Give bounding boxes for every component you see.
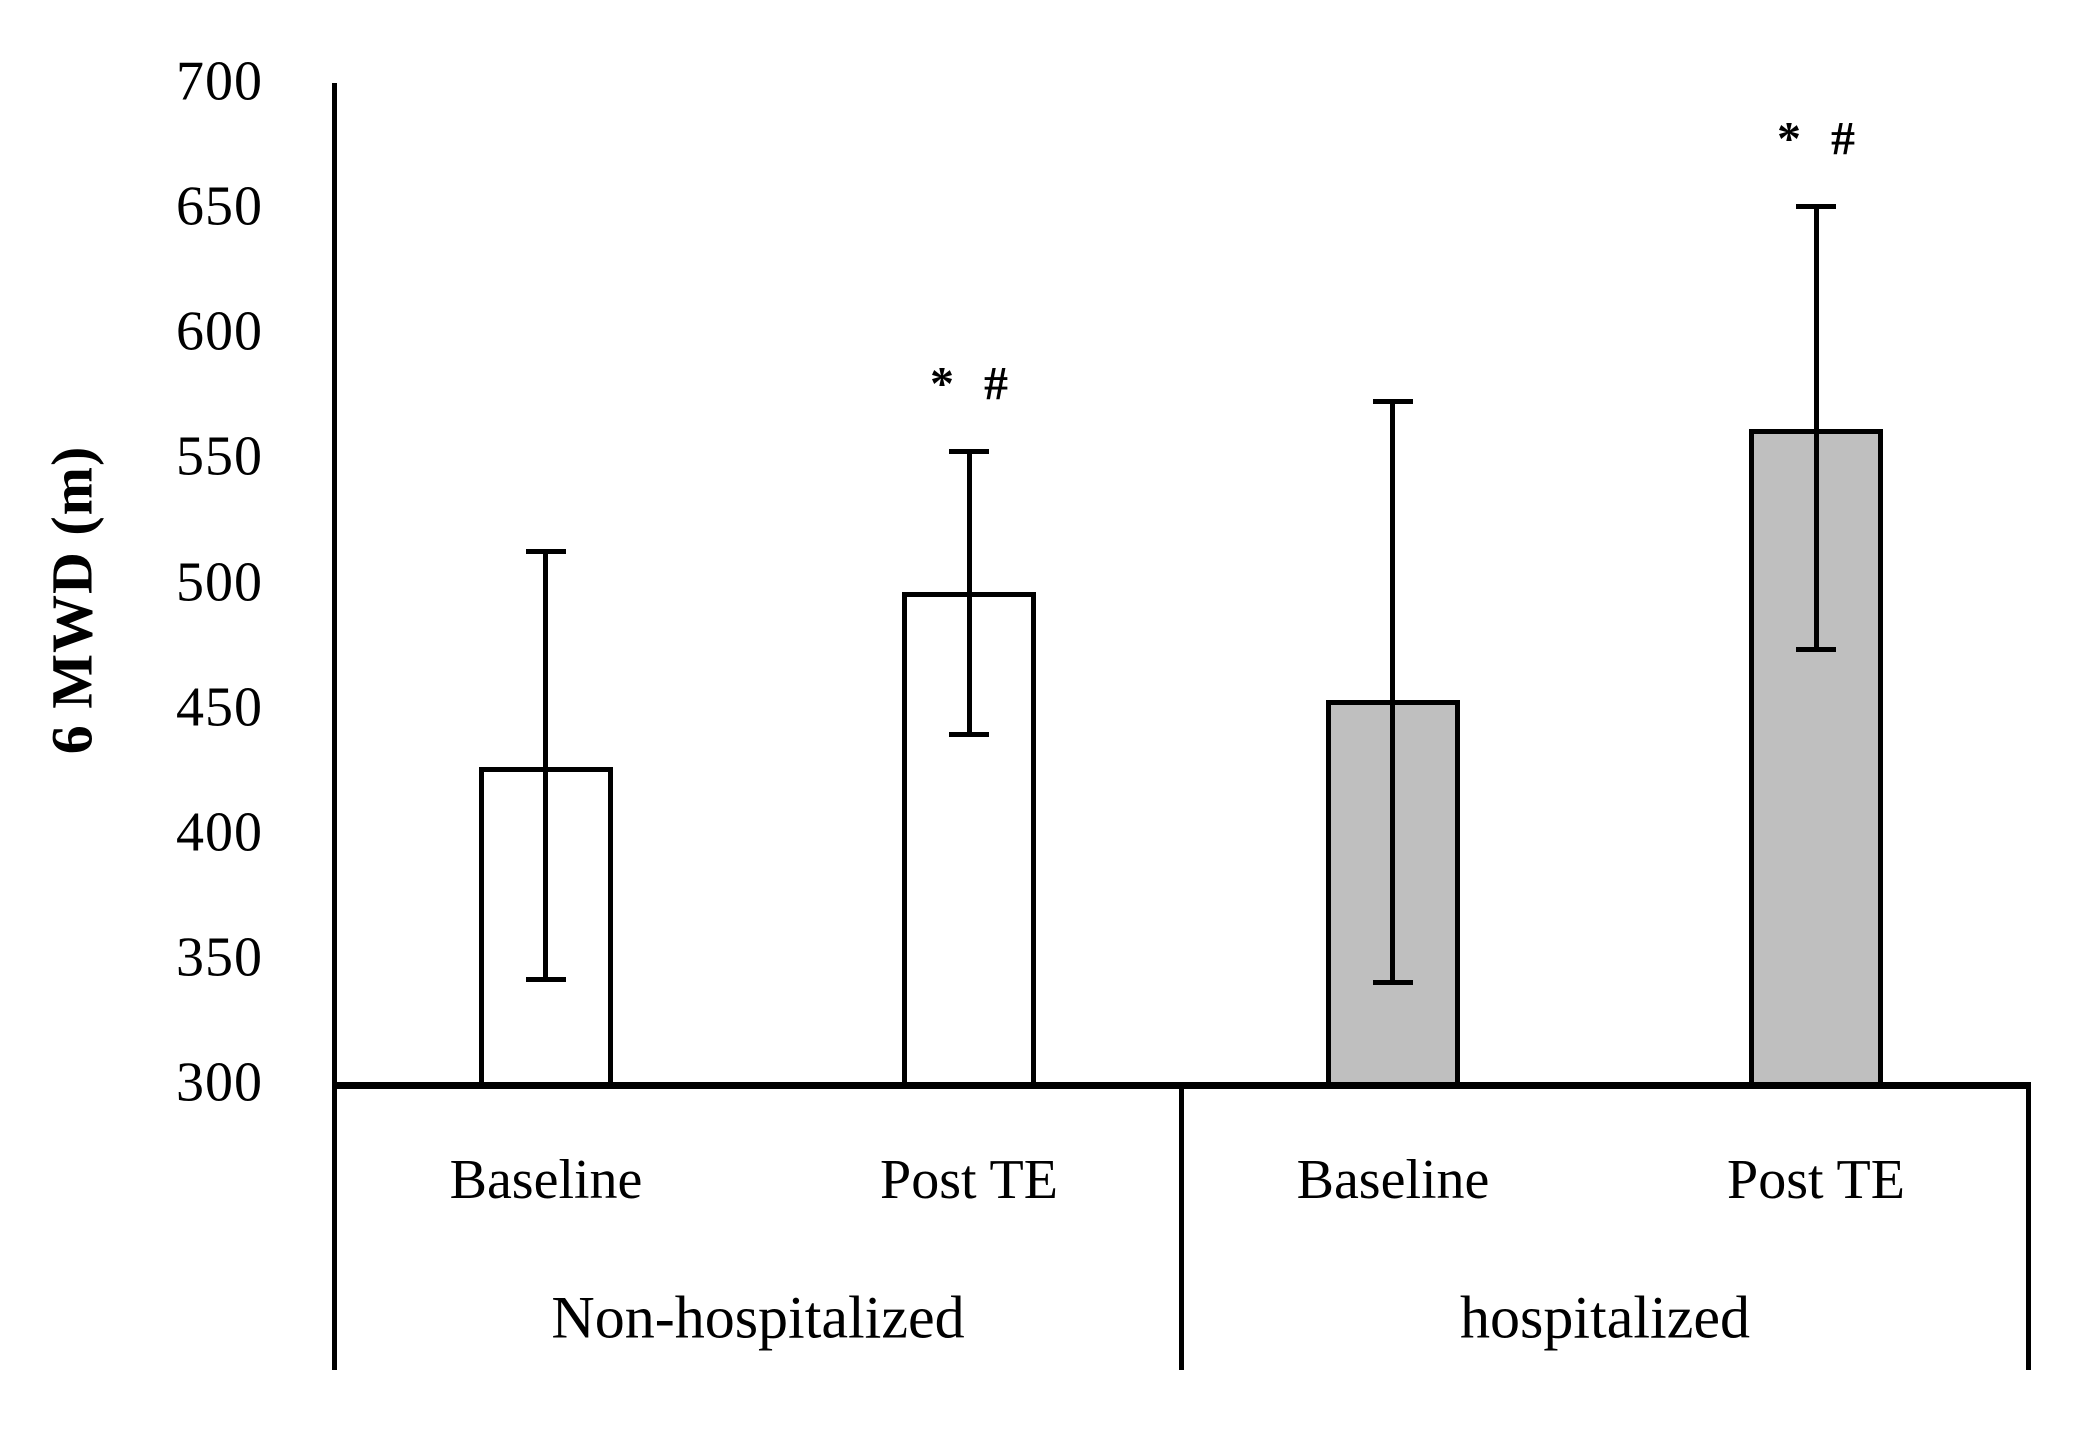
- error-bar-cap-bottom: [526, 977, 566, 982]
- category-label: Baseline: [449, 1149, 643, 1211]
- y-tick-label: 600: [176, 300, 263, 363]
- significance-annotation: * #: [930, 357, 1008, 411]
- error-bar-cap-top: [1373, 399, 1413, 404]
- error-bar-line: [1814, 207, 1819, 650]
- error-bar-cap-bottom: [1373, 980, 1413, 985]
- y-axis-line: [332, 83, 337, 1370]
- y-tick-label: 350: [176, 926, 263, 989]
- error-bar-cap-bottom: [1796, 647, 1836, 652]
- category-divider: [1179, 1085, 1184, 1370]
- y-tick-label: 500: [176, 551, 263, 614]
- error-bar-cap-top: [1796, 204, 1836, 209]
- y-tick-label: 450: [176, 676, 263, 739]
- y-tick-label: 700: [176, 50, 263, 113]
- group-label-non-hospitalized: Non-hospitalized: [551, 1284, 965, 1351]
- error-bar-cap-bottom: [949, 732, 989, 737]
- table-right-border: [2026, 1085, 2031, 1370]
- error-bar-line: [543, 552, 548, 980]
- y-tick-label: 650: [176, 175, 263, 238]
- error-bar-cap-top: [526, 549, 566, 554]
- error-bar-line: [1390, 402, 1395, 983]
- y-tick-label: 300: [176, 1051, 263, 1114]
- category-label: Post TE: [1727, 1149, 1905, 1211]
- y-tick-label: 400: [176, 801, 263, 864]
- category-label: Post TE: [880, 1149, 1058, 1211]
- y-tick-label: 550: [176, 425, 263, 488]
- significance-annotation: * #: [1777, 112, 1855, 166]
- error-bar-line: [967, 452, 972, 735]
- category-label: Baseline: [1296, 1149, 1490, 1211]
- error-bar-cap-top: [949, 449, 989, 454]
- group-label-hospitalized: hospitalized: [1460, 1284, 1750, 1351]
